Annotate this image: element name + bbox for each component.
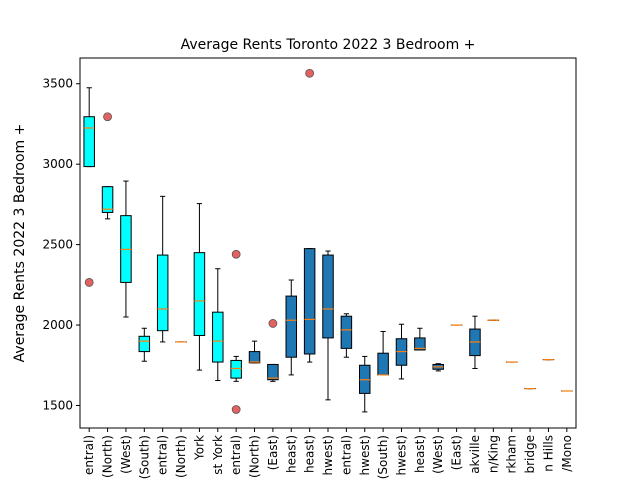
box: [156, 254, 169, 332]
box: [322, 254, 334, 339]
box-group: [322, 250, 334, 401]
box: [340, 315, 353, 349]
x-tick-label: entral): [229, 435, 243, 475]
x-tick-label: (North): [248, 435, 262, 478]
y-tick-label: 2500: [42, 238, 73, 252]
x-tick-label: (South): [137, 435, 151, 479]
x-tick-label: entral): [156, 435, 170, 475]
box-group: [285, 279, 298, 376]
box-group: [469, 315, 481, 369]
box: [230, 359, 242, 379]
y-tick-label: 3000: [42, 157, 73, 171]
x-tick-label: (East): [266, 435, 280, 470]
box-group: [193, 203, 206, 371]
x-tick-label: heast): [303, 435, 317, 473]
x-tick-label: entral): [82, 435, 96, 475]
box-group: [83, 87, 95, 287]
outlier-point: [305, 68, 315, 78]
box: [83, 116, 95, 168]
y-tick-label: 3500: [42, 77, 73, 91]
box-group: [432, 363, 444, 372]
box: [138, 335, 151, 353]
x-tick-label: hwest): [394, 435, 408, 475]
box-group: [120, 180, 132, 318]
x-tick-label: York: [192, 435, 206, 461]
x-tick-label: bridge: [523, 435, 537, 474]
x-tick-label: hwest): [321, 435, 335, 475]
outlier-point: [231, 249, 241, 259]
box-group: [156, 195, 169, 343]
x-tick-label: (West): [431, 435, 445, 474]
plot-frame: [79, 57, 577, 429]
box: [285, 295, 298, 358]
x-tick-label: (West): [119, 435, 133, 474]
outlier-point: [231, 405, 241, 414]
box: [303, 248, 316, 355]
x-tick-label: n/King: [486, 435, 500, 473]
box: [101, 186, 114, 213]
x-tick-label: akville: [468, 435, 482, 474]
box: [414, 337, 426, 351]
x-tick-label: hwest): [358, 435, 372, 475]
box-group: [395, 323, 408, 380]
x-tick-label: (North): [101, 435, 115, 478]
box-group: [230, 249, 242, 414]
boxes-layer: [83, 68, 573, 414]
box: [377, 352, 389, 376]
x-tick-label: (East): [450, 435, 464, 470]
outlier-point: [84, 278, 94, 287]
box: [193, 252, 206, 336]
x-tick-label: (North): [174, 435, 188, 478]
y-axis: 1500 2000 2500 3000 3500: [42, 77, 80, 412]
box-group: [212, 268, 224, 382]
y-tick-label: 2000: [42, 318, 73, 332]
box: [212, 311, 224, 363]
box-group: [359, 355, 371, 413]
box-group: [303, 68, 316, 363]
x-tick-label: st York: [211, 435, 225, 475]
x-axis: entral) (North) (West) (South) entral) (North…: [82, 428, 574, 479]
x-tick-label: entral): [339, 435, 353, 475]
box-group: [248, 340, 261, 364]
x-tick-label: heast): [284, 435, 298, 473]
x-tick-label: n Hills: [541, 435, 555, 472]
box-group: [138, 327, 151, 362]
x-tick-label: /Mono: [560, 435, 574, 472]
outlier-point: [268, 319, 278, 328]
x-tick-label: rkham: [505, 435, 519, 474]
outlier-point: [103, 112, 112, 122]
y-axis-label: Average Rents 2022 3 Bedroom +: [12, 124, 28, 363]
box-group: [101, 112, 114, 220]
box: [267, 363, 279, 381]
box-group: [414, 327, 426, 351]
y-tick-label: 1500: [42, 398, 73, 412]
x-tick-label: heast): [413, 435, 427, 473]
box: [248, 351, 261, 364]
box-group: [267, 319, 279, 382]
box-group: [377, 330, 389, 376]
chart-title: Average Rents Toronto 2022 3 Bedroom +: [181, 37, 476, 53]
box-group: [340, 313, 353, 358]
x-tick-label: (South): [376, 435, 390, 479]
